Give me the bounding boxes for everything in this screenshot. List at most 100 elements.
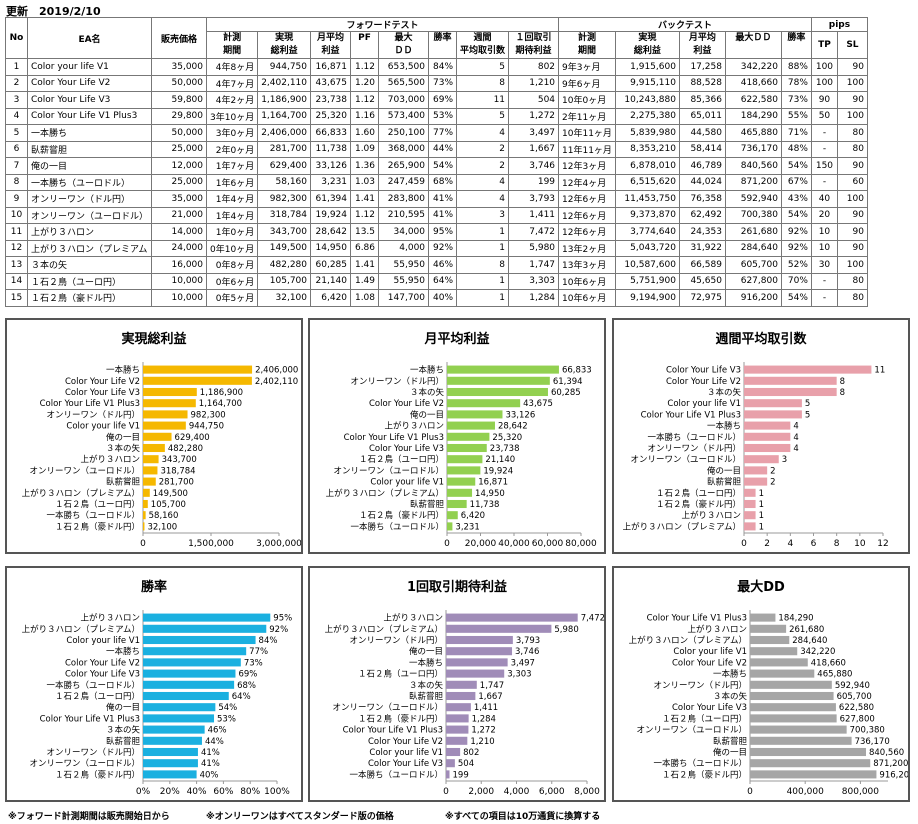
- table-cell: 73%: [780, 91, 812, 109]
- column-header: 計測 期間: [206, 31, 259, 59]
- header-line: １回取引: [515, 33, 552, 43]
- table-cell: -: [810, 124, 838, 142]
- table-cell: 3,774,640: [614, 223, 680, 241]
- category-label: 一本勝ち（ユーロドル）: [46, 680, 140, 691]
- bar: [447, 455, 483, 464]
- data-label: 871,200: [873, 759, 908, 769]
- data-label: 1,186,900: [200, 388, 243, 398]
- table-cell: 30: [810, 256, 838, 274]
- footnote-lot-conversion: ※すべての項目は10万通貨に換算する: [445, 812, 601, 822]
- table-cell: 1年7ヶ月: [206, 157, 259, 175]
- data-label: 1,164,700: [199, 399, 242, 409]
- footnote-onlyone-price: ※オンリーワンはすべてスタンダード版の価格: [206, 812, 394, 822]
- category-label: 上がり３ハロン（プレミアム）: [22, 624, 140, 635]
- bar: [744, 522, 756, 531]
- column-header: 勝率: [428, 31, 458, 59]
- category-label: オンリーワン（ユーロドル）: [29, 465, 140, 476]
- table-cell: 12: [5, 239, 28, 257]
- data-label: 1,284: [472, 714, 496, 724]
- table-cell: 629,400: [257, 157, 312, 175]
- data-label: 592,940: [835, 681, 870, 691]
- table-cell: 2: [456, 157, 510, 175]
- x-tick-label: 8,000: [574, 787, 600, 797]
- table-cell: 5,839,980: [614, 124, 680, 142]
- category-label: Color Your Life V2: [672, 658, 747, 668]
- category-label: 臥薪嘗胆: [707, 477, 742, 488]
- table-cell: 8,353,210: [614, 140, 680, 158]
- header-line: [785, 45, 808, 58]
- bar: [446, 770, 450, 779]
- category-label: １石２鳥（ユーロ円）: [55, 691, 140, 702]
- table-cell: 343,700: [257, 223, 312, 241]
- bar: [744, 466, 768, 475]
- chart-title: 週間平均取引数: [715, 332, 807, 347]
- x-tick-label: 2,000: [468, 787, 494, 797]
- chart-title: 勝率: [140, 580, 167, 595]
- table-cell: 72,975: [678, 289, 726, 307]
- data-label: 64%: [232, 692, 251, 702]
- header-pips: pips: [810, 17, 868, 32]
- chart-title: 実現総利益: [121, 332, 187, 347]
- table-cell: 55,950: [378, 256, 430, 274]
- table-cell: 10,000: [151, 272, 208, 290]
- category-label: 俺の一目: [410, 409, 444, 420]
- table-cell: 105,700: [257, 272, 312, 290]
- category-label: ３本の矢: [707, 387, 742, 398]
- bar: [446, 703, 471, 712]
- column-header: 計測 期間: [558, 31, 616, 59]
- bar: [447, 488, 473, 497]
- data-label: 261,680: [789, 625, 824, 635]
- category-label: 一本勝ち（ユーロドル）: [46, 510, 140, 521]
- category-label: １石２鳥（ユーロ円）: [662, 713, 747, 724]
- bar: [143, 376, 252, 385]
- table-cell: 54%: [780, 206, 812, 224]
- column-header: 週間 平均取引数: [456, 31, 510, 59]
- data-label: 7,472: [581, 614, 604, 624]
- bar: [143, 488, 150, 497]
- category-label: オンリーワン（ドル円）: [349, 635, 443, 646]
- column-header: PF: [350, 31, 380, 59]
- ea-comparison-table: No EA名 販売価格 フォワードテスト バックテスト pips 計測 期間 実現総…: [5, 17, 868, 307]
- table-cell: 78%: [780, 74, 812, 92]
- bar: [744, 477, 768, 486]
- table-cell: 64%: [428, 272, 458, 290]
- table-cell: 14,950: [310, 239, 352, 257]
- table-cell: 44,580: [678, 124, 726, 142]
- table-cell: 100: [810, 58, 838, 76]
- table-cell: 11,453,750: [614, 190, 680, 208]
- bar: [143, 658, 241, 667]
- x-tick-label: 4,000: [504, 787, 530, 797]
- data-label: 840,560: [869, 748, 904, 758]
- data-label: 2,406,000: [255, 366, 298, 376]
- header-line: 勝率: [787, 33, 806, 43]
- bar: [446, 669, 505, 678]
- category-label: オンリーワン（ユーロドル）: [630, 454, 741, 465]
- x-tick-label: 6,000: [539, 787, 565, 797]
- data-label: 105,700: [151, 500, 186, 510]
- table-cell: 上がり３ハロン（プレミアム: [26, 239, 153, 257]
- table-cell: 605,700: [724, 256, 782, 274]
- table-cell: 261,680: [724, 223, 782, 241]
- table-cell: 9年6ヶ月: [558, 74, 616, 92]
- category-label: Color Your Life V3: [368, 759, 443, 769]
- table-cell: 1.08: [350, 289, 380, 307]
- table-cell: 80: [836, 289, 868, 307]
- table-cell: 俺の一目: [26, 157, 153, 175]
- table-cell: 10年6ヶ月: [558, 272, 616, 290]
- table-cell: 1.60: [350, 124, 380, 142]
- column-header: 実現 総利益: [614, 31, 680, 59]
- table-cell: 0年6ヶ月: [206, 272, 259, 290]
- table-cell: 48%: [780, 140, 812, 158]
- table-cell: 10: [5, 206, 28, 224]
- data-label: 1,210: [470, 737, 494, 747]
- table-cell: 10: [810, 223, 838, 241]
- bar: [750, 759, 871, 768]
- table-cell: 3: [456, 206, 510, 224]
- table-cell: 465,880: [724, 124, 782, 142]
- bar: [744, 443, 791, 453]
- table-cell: 1.36: [350, 157, 380, 175]
- chart-title: 最大DD: [737, 580, 785, 595]
- category-label: オンリーワン（ドル円）: [647, 443, 741, 454]
- table-cell: 573,400: [378, 107, 430, 125]
- table-cell: 50: [810, 107, 838, 125]
